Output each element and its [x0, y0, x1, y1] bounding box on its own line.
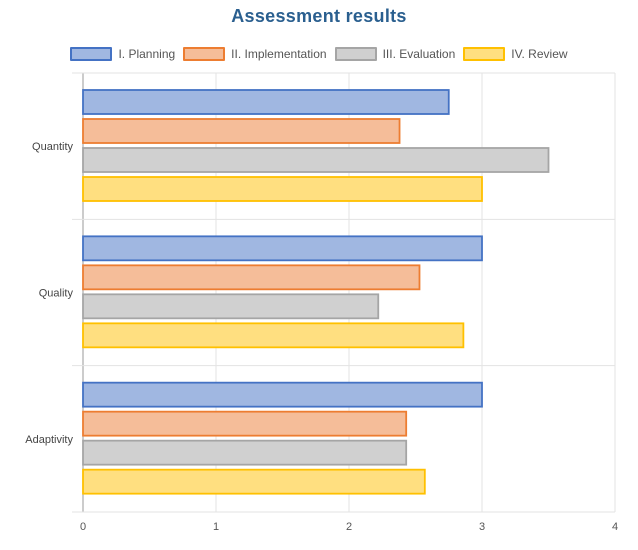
- category-label: Quality: [39, 288, 74, 300]
- legend-item[interactable]: IV. Review: [463, 47, 568, 61]
- bar: [82, 176, 483, 202]
- legend-label: II. Implementation: [231, 47, 327, 61]
- legend-item[interactable]: III. Evaluation: [334, 47, 456, 61]
- x-tick-label: 2: [346, 521, 352, 533]
- legend-swatch: [70, 47, 113, 61]
- category-label: Adaptivity: [25, 434, 73, 446]
- legend-swatch: [334, 47, 377, 61]
- legend-item[interactable]: II. Implementation: [183, 47, 327, 61]
- legend: I. Planning II. Implementation III. Evalua…: [0, 47, 638, 61]
- legend-item[interactable]: I. Planning: [70, 47, 175, 61]
- bar: [82, 264, 421, 291]
- legend-swatch: [463, 47, 506, 61]
- legend-label: I. Planning: [118, 47, 176, 61]
- bar: [82, 439, 408, 466]
- bar: [82, 322, 465, 349]
- legend-label: IV. Review: [511, 47, 568, 61]
- bar: [82, 293, 380, 320]
- bar: [82, 468, 426, 495]
- bar: [82, 118, 401, 144]
- bar: [82, 410, 408, 437]
- x-tick-label: 4: [612, 521, 618, 533]
- bar: [82, 235, 483, 262]
- bar: [82, 147, 550, 173]
- x-tick-label: 3: [479, 521, 485, 533]
- bar: [82, 381, 483, 408]
- x-tick-label: 0: [80, 521, 86, 533]
- bar: [82, 89, 450, 115]
- category-label: Quantity: [32, 141, 73, 153]
- legend-label: III. Evaluation: [382, 47, 456, 61]
- chart-title: Assessment results: [231, 6, 407, 26]
- x-tick-label: 1: [213, 521, 219, 533]
- legend-swatch: [183, 47, 226, 61]
